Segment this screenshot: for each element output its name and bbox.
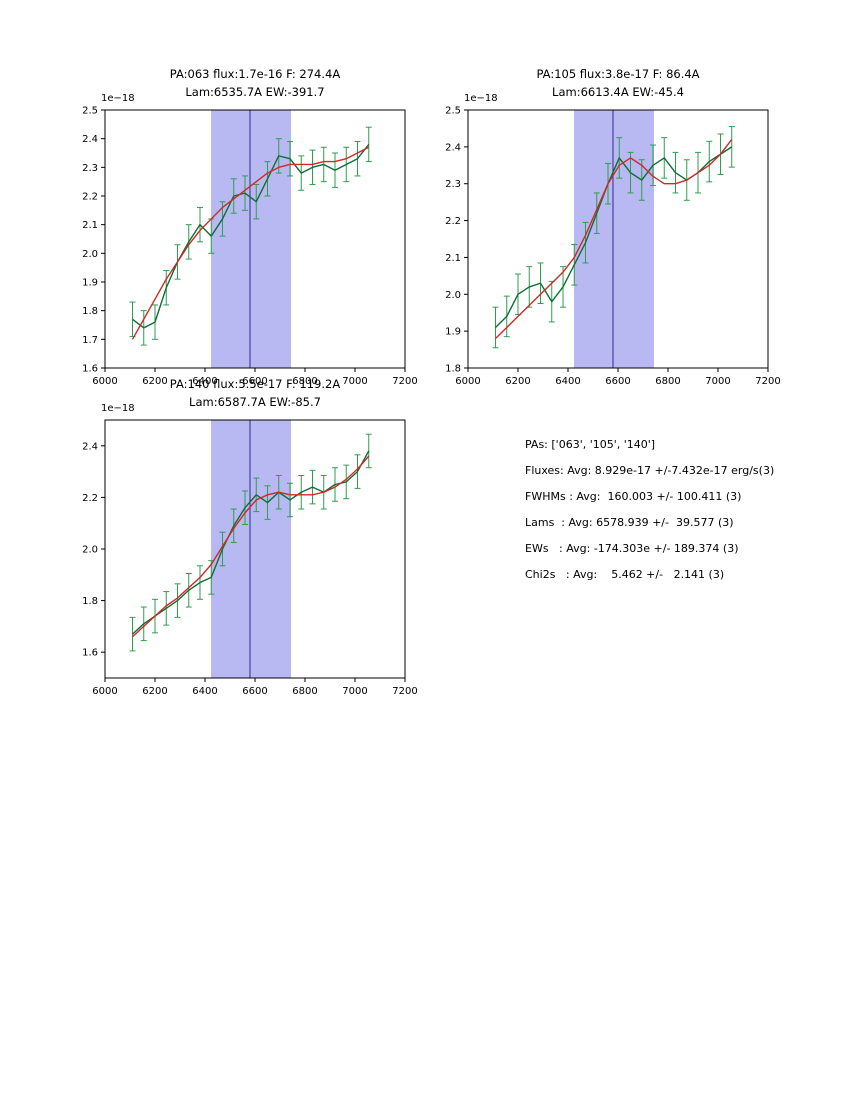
y-tick-label: 2.1 [82,220,98,231]
y-tick-label: 1.8 [445,364,461,375]
statistics-panel: PAs: ['063', '105', '140'] Fluxes: Avg: … [525,432,774,588]
stats-line-fwhms: FWHMs : Avg: 160.003 +/- 100.411 (3) [525,490,742,503]
y-axis-offset-label: 1e−18 [101,403,135,414]
x-tick-label: 6000 [92,376,117,387]
y-tick-label: 1.8 [82,596,98,607]
y-tick-label: 1.6 [82,648,98,659]
y-axis-offset-label: 1e−18 [101,93,135,104]
stats-line-chi2s: Chi2s : Avg: 5.462 +/- 2.141 (3) [525,568,725,581]
plot-title-line2: Lam:6535.7A EW:-391.7 [185,85,325,99]
y-tick-label: 2.3 [82,163,98,174]
fit-line [495,139,733,340]
data-line [132,143,370,329]
highlight-band [211,110,291,368]
plot-canvas: 6000 6200 6400 6600 6800 7000 7200 1.6 1.8 2.0 2.2… [82,419,418,697]
x-tick-label: 6000 [455,376,480,387]
x-tick-label: 6400 [555,376,580,387]
x-tick-label: 6400 [192,686,217,697]
stats-line-ews: EWs : Avg: -174.303e +/- 189.374 (3) [525,542,739,555]
y-tick-label: 2.5 [82,106,98,117]
x-tick-label: 7200 [755,376,780,387]
x-tick-label: 7200 [392,376,417,387]
y-tick-label: 2.0 [82,249,98,260]
plot-title-line1: PA:105 flux:3.8e-17 F: 86.4A [536,67,700,81]
fit-line [132,455,370,638]
stats-line-fluxes: Fluxes: Avg: 8.929e-17 +/-7.432e-17 erg/… [525,464,775,477]
x-tick-label: 6200 [142,376,167,387]
x-tick-label: 7000 [705,376,730,387]
x-tick-label: 6800 [655,376,680,387]
y-tick-label: 2.0 [445,290,461,301]
x-tick-label: 7000 [342,686,367,697]
x-tick-label: 7000 [342,376,367,387]
data-line [132,450,370,635]
y-tick-label: 2.5 [445,106,461,117]
y-tick-label: 1.7 [82,335,98,346]
x-tick-label: 6000 [92,686,117,697]
y-tick-label: 2.0 [82,545,98,556]
plot-title-line1: PA:140 flux:5.5e-17 F: 119.2A [169,377,341,391]
spectrum-plot-pa140: PA:140 flux:5.5e-17 F: 119.2A Lam:6587.7… [45,372,425,717]
x-tick-label: 6600 [242,686,267,697]
stats-line-pas: PAs: ['063', '105', '140'] [525,438,656,451]
spectrum-plot-pa105: PA:105 flux:3.8e-17 F: 86.4A Lam:6613.4A… [408,62,788,407]
plot-canvas: 6000 6200 6400 6600 6800 7000 7200 1.8 1.9 2.0 2.1… [445,106,781,388]
y-axis-offset-label: 1e−18 [464,93,498,104]
spectrum-plot-pa063: PA:063 flux:1.7e-16 F: 274.4A Lam:6535.7… [45,62,425,407]
x-tick-label: 7200 [392,686,417,697]
y-tick-label: 1.8 [82,306,98,317]
y-tick-label: 2.4 [445,142,461,153]
plot-title-line2: Lam:6613.4A EW:-45.4 [552,85,684,99]
plot-title-line2: Lam:6587.7A EW:-85.7 [189,395,321,409]
x-tick-label: 6800 [292,686,317,697]
x-tick-label: 6600 [242,376,267,387]
highlight-band [211,420,291,678]
y-tick-label: 2.4 [82,134,98,145]
x-tick-label: 6200 [142,686,167,697]
x-tick-label: 6800 [292,376,317,387]
y-tick-label: 2.4 [82,441,98,452]
x-tick-label: 6200 [505,376,530,387]
fit-line [131,146,370,340]
y-tick-label: 1.9 [82,278,98,289]
plot-title-line1: PA:063 flux:1.7e-16 F: 274.4A [169,67,341,81]
y-tick-label: 1.6 [82,364,98,375]
stats-line-lams: Lams : Avg: 6578.939 +/- 39.577 (3) [525,516,734,529]
y-tick-label: 2.1 [445,253,461,264]
y-tick-label: 2.3 [445,179,461,190]
y-tick-label: 2.2 [82,192,98,203]
x-tick-label: 6600 [605,376,630,387]
y-tick-label: 2.2 [445,216,461,227]
y-tick-label: 2.2 [82,493,98,504]
x-tick-label: 6400 [192,376,217,387]
y-tick-label: 1.9 [445,327,461,338]
plot-canvas: 6000 6200 6400 6600 6800 7000 7200 1.6 1.7 1.8 1.9… [82,106,418,388]
